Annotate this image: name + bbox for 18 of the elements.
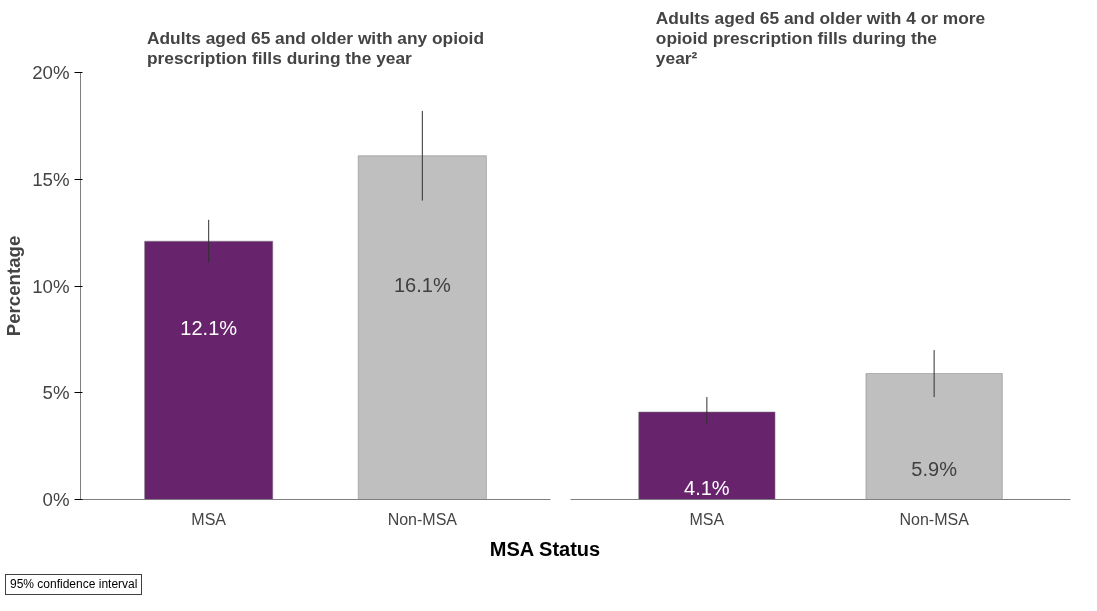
chart-title: Adults aged 65 and older with 4 or more opioid prescription fills during the year² <box>655 7 986 68</box>
x-axis-title: MSA Status <box>489 537 601 562</box>
y-tick-label: 15% <box>32 168 70 190</box>
y-tick-label: 20% <box>32 62 70 83</box>
y-tick-label: 10% <box>32 275 70 297</box>
x-tick-label: Non-MSA <box>387 510 458 528</box>
data-label: 5.9% <box>911 457 958 480</box>
data-label: 12.1% <box>180 316 238 339</box>
data-label: 4.1% <box>684 476 730 499</box>
y-tick-label: 0% <box>42 489 70 510</box>
x-tick-label: MSA <box>689 510 725 528</box>
chart-title: Adults aged 65 and older with any opioid prescription fills during the year <box>147 27 484 68</box>
x-tick-label: MSA <box>191 510 227 528</box>
data-label: 16.1% <box>393 273 451 296</box>
y-tick-label: 5% <box>42 382 70 404</box>
text: 95% confidence interval <box>10 575 138 593</box>
y-axis-title: Percentage <box>3 235 25 337</box>
x-tick-label: Non-MSA <box>899 510 970 528</box>
